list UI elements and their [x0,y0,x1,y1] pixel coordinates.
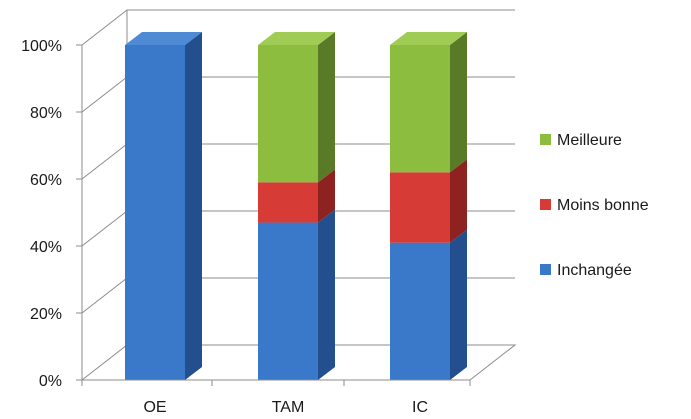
bar-front [258,45,318,183]
bar-segment [390,159,467,243]
legend-item: Moins bonne [540,197,649,214]
bar-segment [258,32,335,183]
x-tick-label: IC [412,399,428,416]
bar-segment [258,209,335,380]
legend-item: Inchangée [540,262,632,279]
bar-segment [390,32,467,173]
bar-top [258,32,335,45]
bar-front [258,182,318,223]
x-tick-label: OE [143,399,166,416]
legend-label: Moins bonne [557,197,649,214]
y-tick-label: 0% [39,373,62,390]
y-tick-label: 20% [30,306,62,323]
bar-segment [390,229,467,380]
y-tick-label: 40% [30,239,62,256]
bar-front [390,45,450,173]
bars [125,32,467,380]
bar-side [318,32,335,183]
x-tick-label: TAM [272,399,305,416]
bar-side [185,32,202,380]
bar-front [258,222,318,380]
bar-side [450,229,467,380]
legend: Meilleure Moins bonne Inchangée [540,132,649,279]
bar-top [125,32,202,45]
bar-segment [125,32,202,380]
y-tick-label: 80% [30,105,62,122]
legend-label: Meilleure [557,132,622,149]
legend-label: Inchangée [557,262,632,279]
legend-swatch [540,134,551,145]
bar-side [450,159,467,243]
legend-item: Meilleure [540,132,622,149]
legend-swatch [540,199,551,210]
legend-swatch [540,264,551,275]
bar-side [450,32,467,173]
x-axis: OE TAM IC [81,379,471,416]
bar-side [318,169,335,223]
y-tick-label: 100% [21,38,62,55]
gridline [81,9,515,46]
bar-front [390,242,450,380]
bar-front [390,172,450,243]
bar-top [390,32,467,45]
y-tick-label: 60% [30,172,62,189]
y-axis: 0% 20% 40% 60% 80% 100% [21,38,83,390]
bar-side [318,209,335,380]
bar-front [125,45,185,380]
bar-segment [258,169,335,223]
